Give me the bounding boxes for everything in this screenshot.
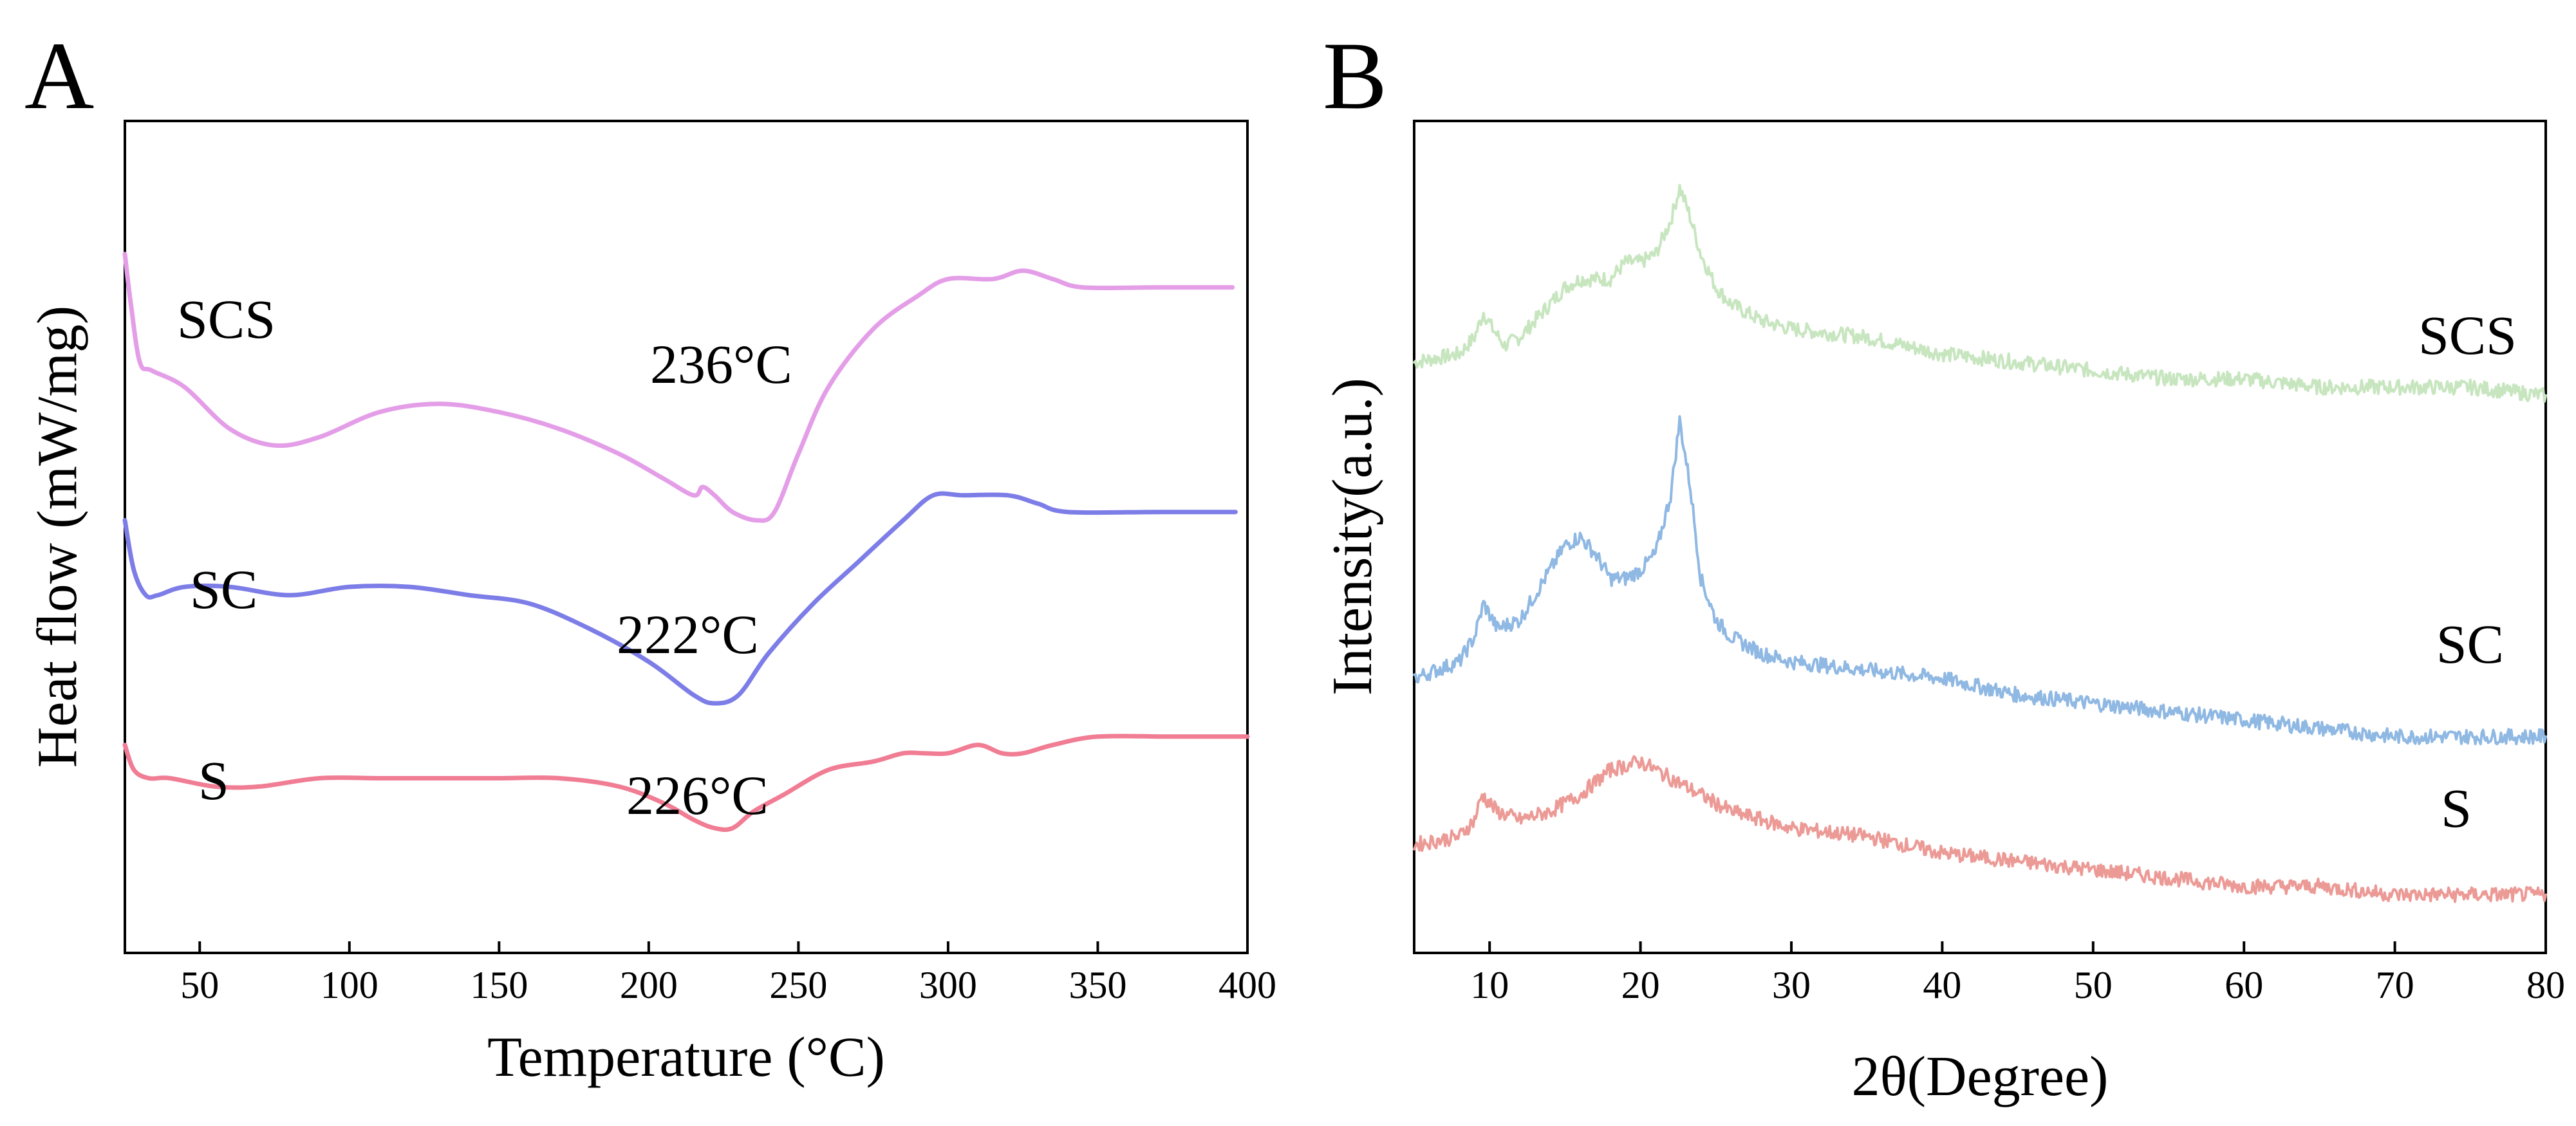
x-axis-title-b: 2θ(Degree) xyxy=(1852,1046,2109,1108)
plot-frame-a xyxy=(124,120,1249,954)
series-line-sc-b xyxy=(1413,415,2547,746)
dsc-chart: 50 100 150 200 250 300 350 400 Temperature (°C)… xyxy=(26,120,1276,1089)
x-axis-title-a: Temperature (°C) xyxy=(487,1026,885,1089)
x-tick-label: 20 xyxy=(1621,964,1660,1006)
series-label-s-a: S xyxy=(198,750,229,811)
x-tick-label: 200 xyxy=(620,964,678,1006)
series-line-s-b xyxy=(1413,755,2547,903)
x-tick-label: 50 xyxy=(180,964,219,1006)
peak-label-scs: 236°C xyxy=(650,333,792,395)
series-label-scs-b: SCS xyxy=(2418,304,2517,366)
x-tick-label: 70 xyxy=(2376,964,2414,1006)
x-tick-label: 300 xyxy=(919,964,977,1006)
y-axis-title-a: Heat flow (mW/mg) xyxy=(26,306,89,768)
x-tick-label: 30 xyxy=(1772,964,1811,1006)
series-line-scs-b xyxy=(1413,183,2547,403)
series-line-scs-a xyxy=(122,252,1235,523)
series-line-sc-a xyxy=(122,491,1238,706)
x-axis-b: 10 20 30 40 50 60 70 80 xyxy=(1470,941,2565,1006)
x-tick-label: 100 xyxy=(321,964,378,1006)
series-label-sc-b: SC xyxy=(2436,613,2504,675)
x-tick-label: 10 xyxy=(1470,964,1509,1006)
panel-letter-a: A xyxy=(24,23,94,129)
peak-label-s: 226°C xyxy=(626,764,769,826)
x-tick-label: 250 xyxy=(769,964,827,1006)
panel-letter-b: B xyxy=(1323,23,1387,129)
plot-frame-b xyxy=(1413,120,2547,954)
x-tick-label: 80 xyxy=(2526,964,2565,1006)
series-group-b xyxy=(1413,183,2547,903)
series-label-scs-a: SCS xyxy=(177,288,275,350)
x-tick-label: 150 xyxy=(470,964,528,1006)
series-group-a xyxy=(122,252,1250,833)
x-tick-label: 60 xyxy=(2225,964,2263,1006)
x-tick-label: 50 xyxy=(2074,964,2113,1006)
x-tick-label: 40 xyxy=(1923,964,1961,1006)
peak-label-sc: 222°C xyxy=(617,604,759,665)
x-axis-a: 50 100 150 200 250 300 350 400 xyxy=(180,941,1276,1006)
series-line-s-a xyxy=(122,734,1250,833)
y-axis-title-b: Intensity(a.u.) xyxy=(1321,378,1384,696)
series-label-sc-a: SC xyxy=(190,558,257,620)
xrd-chart: 10 20 30 40 50 60 70 80 2θ(Degree) Intensity(a.… xyxy=(1321,120,2565,1108)
series-label-s-b: S xyxy=(2441,777,2472,839)
x-tick-label: 400 xyxy=(1218,964,1276,1006)
x-tick-label: 350 xyxy=(1069,964,1126,1006)
